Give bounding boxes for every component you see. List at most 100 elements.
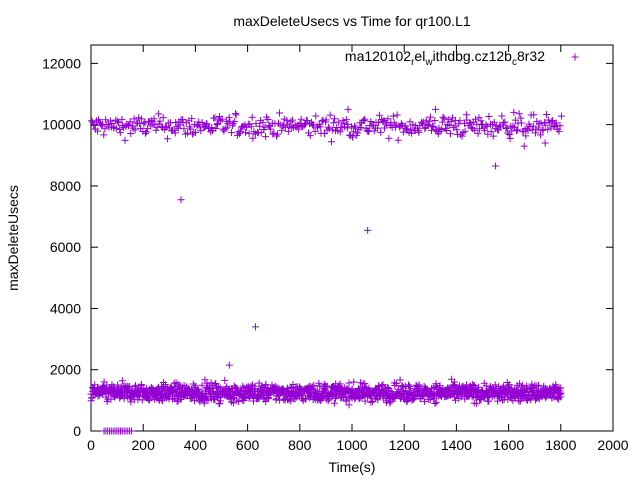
- legend-marker: [571, 53, 579, 61]
- y-tick-label: 10000: [42, 117, 81, 133]
- data-point: [374, 124, 382, 132]
- data-point: [127, 130, 135, 138]
- data-point: [534, 124, 542, 132]
- data-point: [242, 393, 250, 401]
- x-tick-label: 1000: [336, 437, 367, 453]
- data-point: [482, 121, 490, 129]
- data-point: [424, 121, 432, 129]
- data-point: [94, 127, 102, 135]
- data-point: [156, 117, 164, 125]
- data-point: [509, 122, 517, 130]
- data-point: [324, 123, 332, 131]
- data-point: [379, 381, 387, 389]
- data-point: [287, 118, 295, 126]
- data-point: [200, 399, 208, 407]
- data-point: [498, 112, 506, 120]
- data-point: [383, 398, 391, 406]
- data-point: [513, 127, 521, 135]
- data-point: [138, 396, 146, 404]
- data-point: [218, 115, 226, 123]
- data-point: [386, 399, 394, 407]
- data-point: [111, 393, 119, 401]
- data-point: [316, 123, 324, 131]
- data-point: [135, 119, 143, 127]
- data-point: [479, 120, 487, 128]
- data-point: [118, 115, 126, 123]
- data-point: [541, 121, 549, 129]
- outlier-point: [251, 323, 259, 331]
- data-point: [197, 127, 205, 135]
- data-point: [345, 379, 353, 387]
- data-point: [221, 376, 229, 384]
- data-point: [345, 401, 353, 409]
- data-point: [225, 113, 233, 121]
- data-point: [278, 126, 286, 134]
- data-point: [137, 381, 145, 389]
- data-point: [389, 112, 397, 120]
- data-point: [223, 124, 231, 132]
- outlier-point: [344, 105, 352, 113]
- data-point: [140, 120, 148, 128]
- x-axis-ticks: 0 200 400 600 800 1000 1200 1400 1600 1800 2000: [87, 45, 629, 453]
- y-axis-label: maxDeleteUsecs: [5, 185, 21, 291]
- data-point: [471, 126, 479, 134]
- plot-area-border: [90, 44, 614, 432]
- outlier-point: [432, 105, 440, 113]
- data-point: [284, 127, 292, 135]
- data-point: [141, 118, 149, 126]
- legend-marker-glyph: [571, 53, 579, 61]
- data-point: [329, 119, 337, 127]
- data-point: [349, 128, 357, 136]
- data-point: [487, 128, 495, 136]
- x-tick-label: 800: [288, 437, 312, 453]
- data-point: [196, 398, 204, 406]
- data-point: [125, 121, 133, 129]
- data-point: [529, 122, 537, 130]
- data-point: [249, 134, 257, 142]
- data-point: [325, 125, 333, 133]
- data-point: [470, 382, 478, 390]
- outlier-point: [225, 361, 233, 369]
- data-point: [262, 381, 270, 389]
- data-point: [319, 394, 327, 402]
- data-point: [329, 126, 337, 134]
- data-point: [447, 118, 455, 126]
- data-point: [484, 397, 492, 405]
- data-point: [335, 118, 343, 126]
- data-point: [212, 124, 220, 132]
- y-tick-label: 12000: [42, 55, 81, 71]
- data-point: [164, 393, 172, 401]
- data-point: [217, 397, 225, 405]
- outlier-point: [510, 108, 518, 116]
- data-point: [461, 127, 469, 135]
- data-point: [537, 119, 545, 127]
- x-tick-label: 1400: [441, 437, 472, 453]
- data-point: [383, 121, 391, 129]
- data-point: [384, 115, 392, 123]
- data-point: [171, 129, 179, 137]
- data-point: [91, 121, 99, 129]
- data-point: [116, 129, 124, 137]
- x-tick-label: 1200: [389, 437, 420, 453]
- data-point: [121, 136, 129, 144]
- data-point: [165, 390, 173, 398]
- data-point: [431, 116, 439, 124]
- data-point: [547, 124, 555, 132]
- data-point: [481, 127, 489, 135]
- data-point: [191, 382, 199, 390]
- data-point: [173, 123, 181, 131]
- data-point: [357, 387, 365, 395]
- data-point: [248, 113, 256, 121]
- data-point: [127, 427, 135, 435]
- data-point: [387, 388, 395, 396]
- data-point: [506, 134, 514, 142]
- data-point: [308, 384, 316, 392]
- data-point: [500, 119, 508, 127]
- data-point: [533, 386, 541, 394]
- data-point: [505, 130, 513, 138]
- legend: ma120102relwithdbg.cz12bc8r32: [345, 48, 579, 68]
- data-point: [187, 125, 195, 133]
- outlier-point: [520, 142, 528, 150]
- data-point: [163, 135, 171, 143]
- y-tick-label: 6000: [50, 239, 81, 255]
